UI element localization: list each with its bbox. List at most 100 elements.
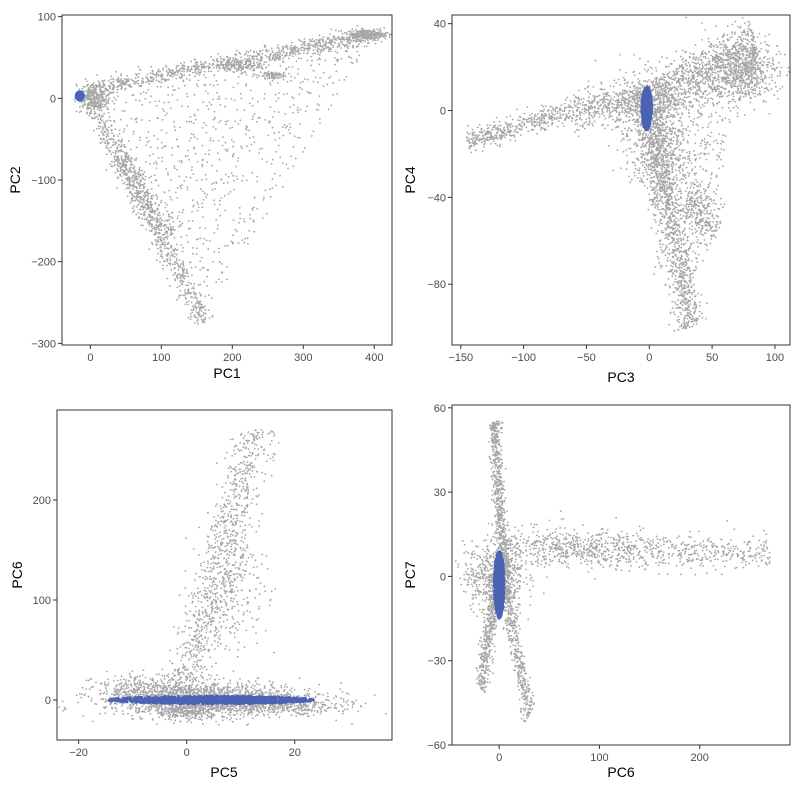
data-point <box>236 67 238 70</box>
data-point <box>90 112 92 115</box>
data-point <box>150 215 152 218</box>
data-point <box>188 70 191 72</box>
data-point <box>169 264 172 266</box>
data-point <box>191 274 193 277</box>
data-point <box>291 50 293 52</box>
data-point <box>159 214 161 217</box>
data-point <box>314 52 316 55</box>
data-point <box>95 103 98 105</box>
data-point <box>180 274 183 277</box>
data-point <box>96 74 98 76</box>
data-point <box>197 68 200 71</box>
data-point <box>482 137 484 140</box>
data-point <box>185 301 188 304</box>
data-point <box>208 240 211 242</box>
data-point <box>131 163 134 166</box>
data-point <box>235 70 238 72</box>
data-point <box>341 43 344 45</box>
data-point <box>587 109 590 112</box>
data-point <box>167 247 170 250</box>
data-point <box>251 69 254 72</box>
data-point <box>363 45 366 48</box>
data-point <box>139 196 142 198</box>
data-point <box>157 228 160 231</box>
data-point <box>287 57 290 60</box>
data-point <box>583 110 586 113</box>
data-point <box>174 263 176 266</box>
data-point <box>169 215 172 218</box>
data-point <box>79 90 83 94</box>
data-point <box>183 84 186 87</box>
data-point <box>132 188 134 191</box>
data-point <box>467 133 470 136</box>
data-point <box>535 115 537 117</box>
data-point <box>171 75 174 78</box>
data-point <box>294 45 297 48</box>
data-point <box>279 64 282 67</box>
data-point <box>102 100 104 103</box>
data-point <box>217 139 220 142</box>
data-point <box>338 43 341 46</box>
data-point <box>194 69 197 72</box>
data-point <box>177 263 180 266</box>
data-point <box>256 175 259 178</box>
data-point <box>621 95 624 98</box>
data-point <box>284 126 287 129</box>
data-point <box>542 127 544 130</box>
data-point <box>204 309 207 311</box>
data-point <box>576 122 579 125</box>
data-point <box>177 146 180 148</box>
data-point <box>299 81 302 84</box>
data-point <box>548 109 550 112</box>
data-point <box>121 138 124 141</box>
data-point <box>531 112 534 115</box>
data-point <box>193 93 196 96</box>
data-point <box>123 83 126 86</box>
data-point <box>239 92 242 95</box>
data-point <box>672 86 674 89</box>
data-point <box>540 118 543 121</box>
data-point <box>543 127 546 130</box>
data-point <box>147 195 149 198</box>
data-point <box>156 85 159 88</box>
data-point <box>157 241 160 243</box>
data-point <box>538 124 540 127</box>
data-point <box>269 53 272 56</box>
data-point <box>552 113 554 116</box>
data-point <box>223 194 226 197</box>
data-point <box>540 116 543 118</box>
data-point <box>111 138 114 141</box>
data-point <box>374 35 377 38</box>
data-point <box>102 126 104 129</box>
data-point <box>711 73 713 76</box>
data-point <box>637 78 639 80</box>
data-point <box>157 157 160 159</box>
data-point <box>99 96 101 99</box>
data-point <box>608 112 611 115</box>
data-point <box>138 99 141 102</box>
data-point <box>252 206 255 209</box>
data-point <box>593 110 596 113</box>
data-point <box>235 64 238 66</box>
data-point <box>139 68 142 71</box>
data-point <box>174 261 177 263</box>
data-point <box>494 142 497 145</box>
data-point <box>100 92 102 94</box>
data-point <box>122 161 124 163</box>
data-point <box>175 77 178 80</box>
data-point <box>140 205 143 208</box>
data-point <box>546 122 549 124</box>
data-point <box>224 209 227 212</box>
data-point <box>248 230 251 232</box>
data-point <box>236 109 239 111</box>
data-point <box>531 123 534 126</box>
data-point <box>150 175 153 178</box>
data-point <box>523 122 526 125</box>
data-point <box>114 159 117 162</box>
data-point <box>192 308 195 311</box>
data-point <box>223 69 226 71</box>
data-point <box>90 100 93 103</box>
data-point <box>185 120 188 123</box>
data-point <box>559 112 561 115</box>
data-point <box>243 109 246 111</box>
